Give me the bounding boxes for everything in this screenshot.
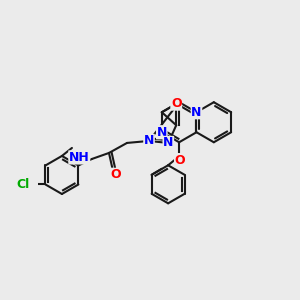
Text: N: N: [163, 136, 173, 149]
Text: N: N: [191, 106, 202, 119]
Text: N: N: [144, 134, 154, 147]
Text: O: O: [175, 154, 185, 166]
Text: Cl: Cl: [16, 178, 30, 191]
Text: O: O: [171, 97, 181, 110]
Text: N: N: [157, 126, 167, 139]
Text: NH: NH: [69, 151, 90, 164]
Text: O: O: [111, 168, 122, 181]
